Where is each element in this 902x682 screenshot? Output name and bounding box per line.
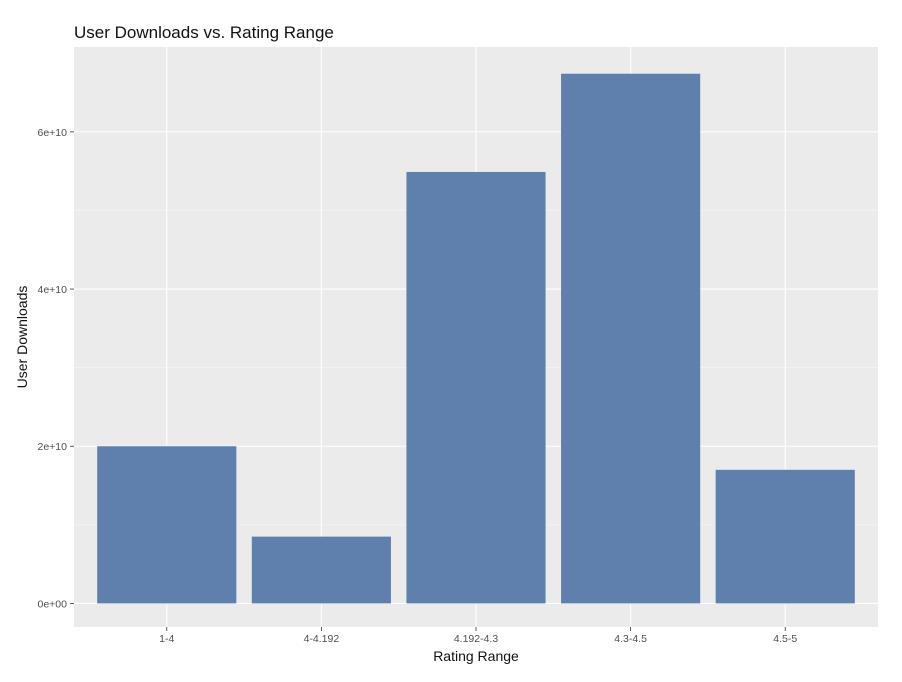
bars — [97, 73, 855, 604]
bar-4.3-4.5 — [561, 73, 701, 604]
y-tick-label: 0e+00 — [38, 598, 68, 610]
y-tick-label: 6e+10 — [38, 127, 68, 139]
x-tick-label: 1-4 — [159, 633, 174, 645]
bar-4-4.192 — [251, 536, 391, 604]
y-tick-label: 2e+10 — [38, 441, 68, 453]
y-tick-label: 4e+10 — [38, 284, 68, 296]
x-tick-label: 4.192-4.3 — [454, 633, 499, 645]
y-axis-label: User Downloads — [14, 286, 30, 389]
x-axis-ticks: 1-4 4-4.192 4.192-4.3 4.3-4.5 4.5-5 — [159, 627, 797, 645]
x-tick-label: 4-4.192 — [304, 633, 340, 645]
x-axis-label: Rating Range — [433, 648, 519, 664]
x-tick-label: 4.3-4.5 — [614, 633, 647, 645]
bar-4.192-4.3 — [406, 171, 546, 604]
y-axis-ticks: 0e+00 2e+10 4e+10 6e+10 — [38, 127, 74, 610]
chart-title: User Downloads vs. Rating Range — [74, 23, 334, 42]
x-tick-label: 4.5-5 — [773, 633, 797, 645]
bar-1-4 — [97, 446, 237, 604]
bar-4.5-5 — [715, 469, 855, 604]
